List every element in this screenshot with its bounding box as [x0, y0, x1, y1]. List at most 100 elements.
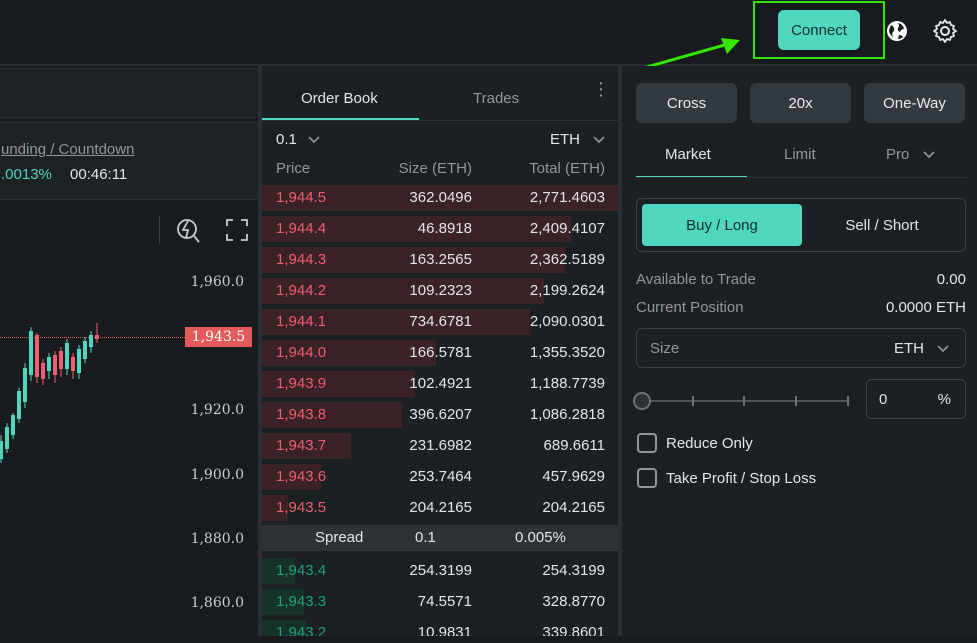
available-value: 0.00 [936, 271, 966, 288]
order-size: 253.7464 [409, 468, 472, 485]
axis-tick: 1,920.0 [190, 402, 244, 418]
more-options-icon[interactable]: ⋮ [592, 79, 610, 99]
order-total: 339.8601 [542, 624, 605, 636]
depth-bar [262, 185, 618, 211]
ask-row[interactable]: 1,944.5 362.0496 2,771.4603 [262, 183, 618, 213]
connect-button[interactable]: Connect [778, 10, 860, 50]
divider [258, 66, 262, 636]
tp-sl-checkbox[interactable] [637, 468, 657, 488]
axis-tick: 1,900.0 [190, 467, 244, 483]
funding-rate: .0013% [1, 166, 52, 183]
ask-row[interactable]: 1,943.8 396.6207 1,086.2818 [262, 400, 618, 430]
leverage-button[interactable]: 20x [750, 83, 851, 123]
reduce-only-checkbox[interactable] [637, 433, 657, 453]
order-price: 1,943.2 [276, 624, 327, 636]
order-total: 1,188.7739 [529, 375, 605, 392]
order-price: 1,944.2 [276, 282, 327, 299]
order-size: 204.2165 [409, 499, 472, 516]
ask-row[interactable]: 1,943.9 102.4921 1,188.7739 [262, 369, 618, 399]
order-price: 1,944.4 [276, 220, 327, 237]
depth-bar [262, 620, 306, 636]
col-total: Total (ETH) [529, 160, 605, 177]
chevron-down-icon[interactable] [592, 134, 606, 144]
tab-order-book[interactable]: Order Book [301, 90, 378, 107]
unit-select[interactable]: ETH [550, 131, 580, 148]
tab-pro[interactable]: Pro [886, 146, 910, 163]
order-total: 2,409.4107 [529, 220, 605, 237]
depth-bar [262, 495, 288, 521]
size-unit[interactable]: ETH [894, 340, 924, 357]
reduce-only-label[interactable]: Reduce Only [666, 435, 753, 452]
ask-row[interactable]: 1,944.0 166.5781 1,355.3520 [262, 338, 618, 368]
tab-trades[interactable]: Trades [473, 90, 520, 107]
chevron-down-icon[interactable] [936, 343, 950, 353]
tab-market[interactable]: Market [665, 146, 711, 163]
order-size: 734.6781 [409, 313, 472, 330]
bid-row[interactable]: 1,943.2 10.9831 339.8601 [262, 618, 618, 636]
market-selector-panel[interactable] [0, 68, 260, 118]
order-total: 2,090.0301 [529, 313, 605, 330]
bid-row[interactable]: 1,943.3 74.5571 328.8770 [262, 587, 618, 617]
order-price: 1,943.5 [276, 499, 327, 516]
buy-long-button[interactable]: Buy / Long [642, 204, 802, 246]
bid-row[interactable]: 1,943.4 254.3199 254.3199 [262, 556, 618, 586]
margin-mode-button[interactable]: Cross [636, 83, 737, 123]
ask-row[interactable]: 1,943.6 253.7464 457.9629 [262, 462, 618, 492]
percent-value: 0 [879, 391, 888, 408]
order-total: 2,199.2624 [529, 282, 605, 299]
ask-row[interactable]: 1,944.2 109.2323 2,199.2624 [262, 276, 618, 306]
chevron-down-icon[interactable] [307, 134, 321, 144]
order-size: 163.2565 [409, 251, 472, 268]
order-price: 1,943.6 [276, 468, 327, 485]
divider [618, 66, 622, 636]
funding-label[interactable]: unding / Countdown [1, 141, 135, 158]
order-size: 231.6982 [409, 437, 472, 454]
size-input[interactable]: Size ETH [636, 328, 966, 368]
depth-bar [262, 464, 321, 490]
ask-row[interactable]: 1,943.7 231.6982 689.6611 [262, 431, 618, 461]
order-total: 2,771.4603 [529, 189, 605, 206]
group-select[interactable]: 0.1 [276, 131, 297, 148]
divider [636, 177, 967, 178]
gear-icon[interactable] [932, 18, 958, 44]
position-value: 0.0000 ETH [885, 299, 966, 316]
spread-label: Spread [315, 529, 364, 546]
trade-panel: Cross 20x One-Way Market Limit Pro Buy /… [622, 66, 977, 636]
funding-panel: unding / Countdown .0013% 00:46:11 [0, 122, 260, 200]
col-size: Size (ETH) [398, 160, 472, 177]
ask-row[interactable]: 1,944.3 163.2565 2,362.5189 [262, 245, 618, 275]
ask-row[interactable]: 1,944.4 46.8918 2,409.4107 [262, 214, 618, 244]
sell-short-button[interactable]: Sell / Short [845, 216, 919, 234]
order-book: Order Book Trades ⋮ 0.1 ETH Price Size (… [262, 66, 618, 636]
side-toggle: Buy / Long Sell / Short [636, 198, 966, 252]
order-price: 1,943.7 [276, 437, 327, 454]
tp-sl-label[interactable]: Take Profit / Stop Loss [666, 470, 817, 487]
spread-row: Spread 0.1 0.005% [262, 525, 618, 551]
order-total: 1,355.3520 [529, 344, 605, 361]
depth-bar [262, 589, 304, 615]
depth-bar [262, 402, 402, 428]
depth-bar [262, 216, 571, 242]
order-total: 328.8770 [542, 593, 605, 610]
size-slider[interactable] [632, 388, 854, 412]
available-label: Available to Trade [636, 271, 756, 288]
depth-bar [262, 309, 530, 335]
percent-input[interactable]: 0 % [866, 379, 966, 419]
position-label: Current Position [636, 299, 744, 316]
order-total: 457.9629 [542, 468, 605, 485]
chevron-down-icon[interactable] [922, 149, 936, 159]
tab-limit[interactable]: Limit [784, 146, 816, 163]
price-chart[interactable]: 1,960.0 1,920.0 1,900.0 1,880.0 1,860.0 … [0, 203, 260, 643]
ask-row[interactable]: 1,944.1 734.6781 2,090.0301 [262, 307, 618, 337]
position-mode-button[interactable]: One-Way [864, 83, 965, 123]
axis-tick: 1,880.0 [190, 531, 244, 547]
globe-icon[interactable] [884, 18, 910, 44]
ask-row[interactable]: 1,943.5 204.2165 204.2165 [262, 493, 618, 523]
order-total: 254.3199 [542, 562, 605, 579]
fullscreen-icon[interactable] [226, 219, 248, 241]
col-price: Price [276, 160, 311, 177]
current-price-line [0, 337, 187, 338]
indicator-icon[interactable] [175, 216, 201, 244]
order-size: 396.6207 [409, 406, 472, 423]
order-total: 2,362.5189 [529, 251, 605, 268]
